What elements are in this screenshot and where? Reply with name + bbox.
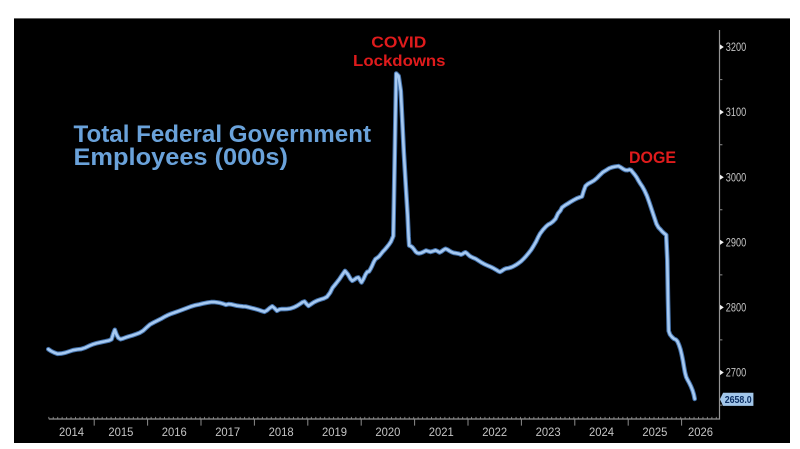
svg-text:2017: 2017 xyxy=(215,427,240,439)
svg-text:2022: 2022 xyxy=(482,427,507,439)
svg-text:2026: 2026 xyxy=(688,427,713,439)
svg-text:2800: 2800 xyxy=(726,303,746,315)
svg-text:2658.0: 2658.0 xyxy=(725,395,752,406)
svg-text:2014: 2014 xyxy=(59,427,85,439)
svg-text:2020: 2020 xyxy=(375,427,400,439)
svg-text:COVID: COVID xyxy=(371,34,426,51)
svg-text:DOGE: DOGE xyxy=(629,148,676,167)
svg-text:2024: 2024 xyxy=(589,427,615,439)
svg-text:2700: 2700 xyxy=(726,368,746,380)
svg-text:2025: 2025 xyxy=(642,427,667,439)
svg-text:2019: 2019 xyxy=(322,427,347,439)
svg-text:Total Federal Government: Total Federal Government xyxy=(74,121,372,148)
svg-text:2023: 2023 xyxy=(536,427,561,439)
svg-text:2016: 2016 xyxy=(162,427,187,439)
svg-text:3100: 3100 xyxy=(726,107,746,119)
svg-text:3200: 3200 xyxy=(726,42,746,54)
svg-text:2900: 2900 xyxy=(726,237,746,249)
svg-text:2018: 2018 xyxy=(269,427,294,439)
svg-text:Employees (000s): Employees (000s) xyxy=(74,144,289,171)
svg-text:3000: 3000 xyxy=(726,172,746,184)
svg-text:2021: 2021 xyxy=(429,427,454,439)
svg-text:Lockdowns: Lockdowns xyxy=(353,53,446,70)
svg-text:2015: 2015 xyxy=(108,427,133,439)
